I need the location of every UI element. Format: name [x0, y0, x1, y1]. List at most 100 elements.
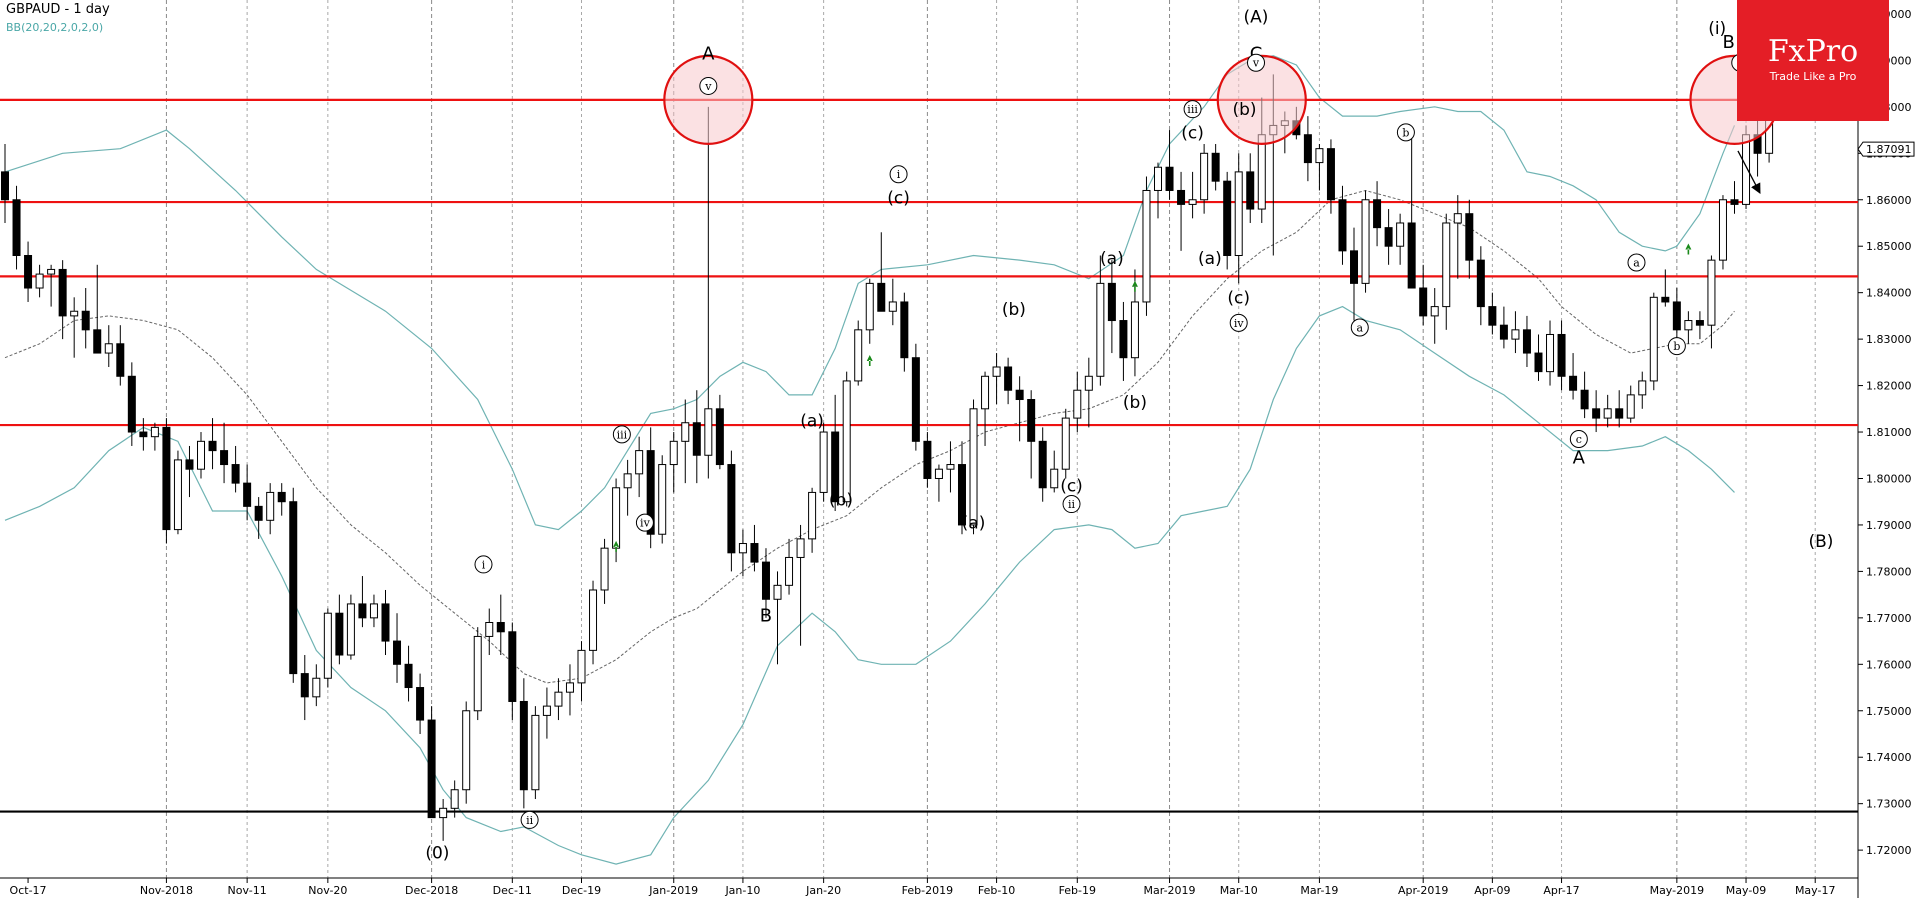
- wave-label: (a): [1198, 249, 1222, 269]
- wave-label: (c): [1181, 123, 1204, 143]
- chart-title: GBPAUD - 1 day: [6, 2, 110, 17]
- candle-bearish: [393, 640, 402, 665]
- y-tick-label: 1.79000: [1866, 519, 1912, 532]
- candle-bearish: [24, 255, 33, 289]
- candle-bullish: [369, 603, 378, 619]
- logo-brand: FxPro: [1767, 34, 1859, 69]
- wave-label-circle: [1350, 318, 1369, 337]
- y-tick-label: 1.80000: [1866, 472, 1912, 485]
- candle-bullish: [1073, 389, 1082, 419]
- x-tick-label: Mar-10: [1220, 884, 1258, 897]
- y-tick-label: 1.77000: [1866, 612, 1912, 625]
- wave-label: v: [704, 80, 712, 93]
- y-tick-label: 1.86000: [1866, 194, 1912, 207]
- wave-label: A: [702, 43, 715, 64]
- y-tick-label: 1.81000: [1866, 426, 1912, 439]
- x-tick-label: Nov-2018: [140, 884, 193, 897]
- x-tick-label: Mar-2019: [1144, 884, 1196, 897]
- wave-label: c: [1576, 433, 1582, 446]
- candle-bearish: [1004, 366, 1013, 391]
- candle-bearish: [220, 450, 229, 466]
- candle-bullish: [1707, 259, 1716, 326]
- candle-bullish: [1257, 134, 1266, 210]
- candle-bullish: [1638, 380, 1647, 396]
- y-tick-label: 1.74000: [1866, 751, 1912, 764]
- candle-bearish: [1580, 389, 1589, 410]
- candle-bullish: [865, 282, 874, 331]
- candle-bullish: [1130, 301, 1139, 359]
- candle-bullish: [704, 408, 713, 456]
- candle-bullish: [485, 621, 494, 637]
- candle-bearish: [727, 464, 736, 554]
- x-tick-label: May-17: [1795, 884, 1836, 897]
- candle-bearish: [496, 621, 505, 633]
- wave-label: (a): [962, 514, 986, 534]
- candle-bullish: [1546, 333, 1555, 373]
- candle-bearish: [1419, 287, 1428, 317]
- candle-bearish: [831, 431, 840, 503]
- candle-bearish: [1223, 180, 1232, 257]
- x-tick-label: Apr-17: [1543, 884, 1579, 897]
- fxpro-logo: FxPro Trade Like a Pro: [1737, 0, 1889, 121]
- candle-bearish: [93, 329, 102, 354]
- candle-bullish: [70, 310, 79, 317]
- candle-bearish: [1, 171, 9, 201]
- candle-bullish: [1096, 282, 1105, 377]
- wave-label-circle: [635, 513, 654, 532]
- indicator-label: BB(20,20,2,0,2,0): [6, 21, 104, 34]
- wave-label: (0): [425, 843, 449, 863]
- candle-bearish: [1695, 320, 1704, 326]
- candle-bearish: [1522, 329, 1531, 354]
- wave-label: iii: [617, 428, 628, 441]
- candle-bearish: [162, 426, 171, 531]
- candle-bullish: [346, 603, 355, 656]
- candle-bearish: [277, 491, 286, 503]
- candle-bullish: [462, 710, 471, 791]
- x-tick-label: Apr-09: [1474, 884, 1510, 897]
- x-tick-label: Feb-2019: [902, 884, 953, 897]
- bollinger-lower-band: [4, 305, 1735, 865]
- wave-label: (A): [1244, 7, 1269, 27]
- signal-arrow-icon: [1131, 280, 1138, 292]
- wave-label: (b): [1002, 300, 1026, 320]
- x-tick-label: Nov-20: [308, 884, 347, 897]
- candle-bearish: [1672, 301, 1681, 331]
- y-tick-label: 1.76000: [1866, 658, 1912, 671]
- wave-label-circle: [612, 425, 631, 444]
- candle-bullish: [1084, 375, 1093, 391]
- wave-label: iii: [1187, 103, 1198, 116]
- x-tick-label: Dec-11: [493, 884, 532, 897]
- y-tick-label: 1.73000: [1866, 798, 1912, 811]
- wave-label-circle: [1396, 123, 1415, 142]
- wave-label: a: [1356, 322, 1363, 335]
- candle-bearish: [254, 505, 263, 521]
- candle-bearish: [1027, 399, 1036, 442]
- candle-bullish: [542, 705, 551, 716]
- candle-bullish: [450, 789, 459, 809]
- candle-bearish: [335, 612, 344, 656]
- wave-label-circle: [699, 76, 718, 95]
- candle-bullish: [1142, 189, 1151, 303]
- x-tick-label: Oct-17: [10, 884, 47, 897]
- wave-label: (i): [1708, 19, 1726, 39]
- candle-bearish: [1246, 171, 1255, 210]
- candle-bullish: [439, 807, 448, 819]
- candle-bearish: [300, 673, 309, 698]
- y-tick-label: 1.84000: [1866, 287, 1912, 300]
- y-tick-label: 1.75000: [1866, 705, 1912, 718]
- candle-bearish: [416, 687, 425, 721]
- wave-label: i: [482, 558, 486, 571]
- wave-label: (B): [1809, 532, 1834, 552]
- candle-bearish: [519, 700, 528, 791]
- candle-bearish: [900, 301, 909, 359]
- candle-bullish: [1200, 152, 1209, 201]
- wave-label: iv: [640, 517, 651, 530]
- candle-bullish: [612, 487, 621, 549]
- candle-bullish: [1603, 408, 1612, 419]
- candle-bearish: [1350, 250, 1359, 284]
- candle-bearish: [1384, 227, 1393, 247]
- y-tick-label: 1.85000: [1866, 240, 1912, 253]
- candle-bullish: [173, 459, 182, 531]
- candle-bearish: [243, 482, 252, 507]
